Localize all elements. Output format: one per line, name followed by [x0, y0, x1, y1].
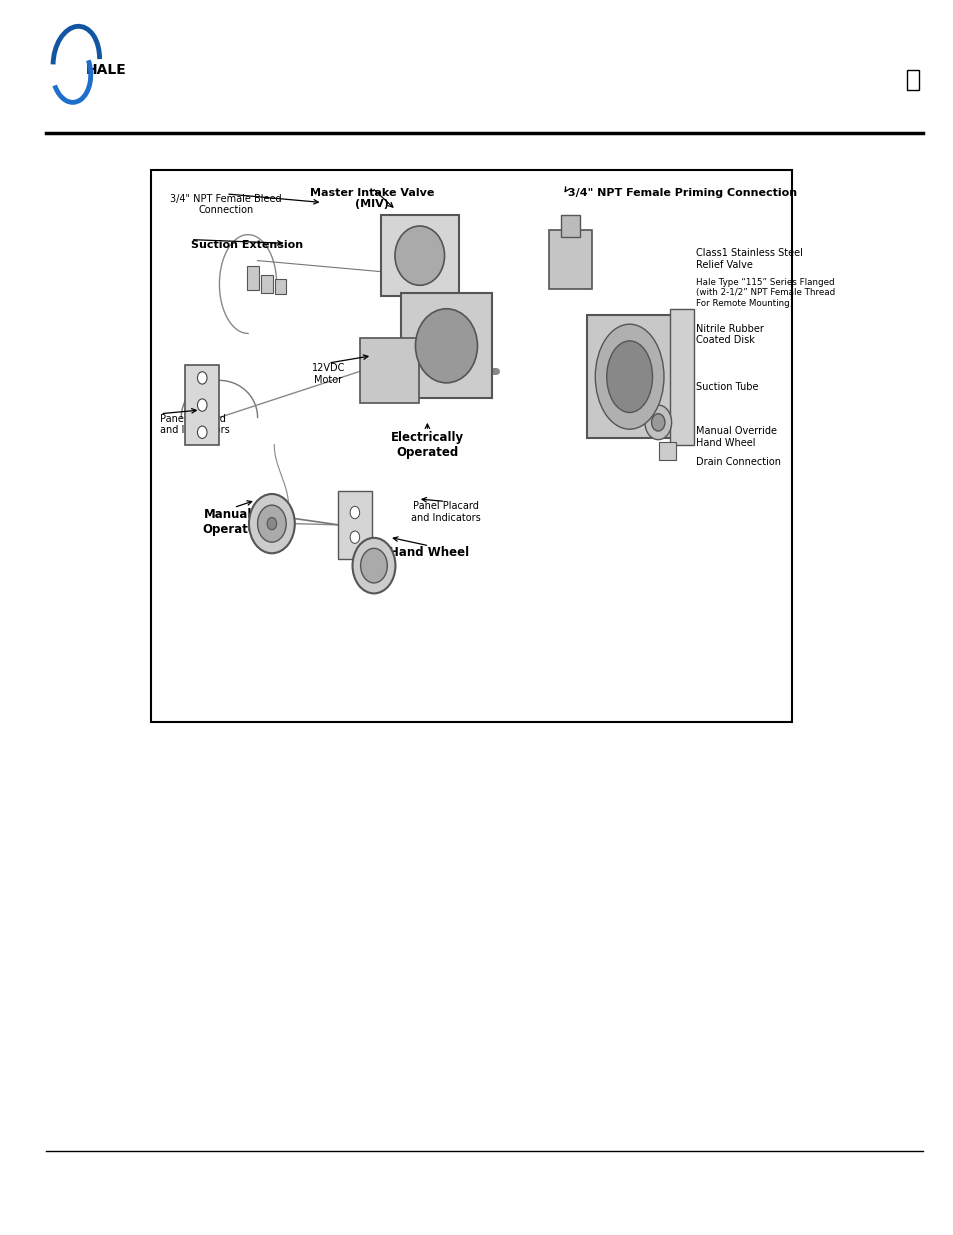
Text: Electrically
Operated: Electrically Operated [391, 431, 463, 459]
Circle shape [350, 506, 359, 519]
Text: Panel Placard
and Indicators: Panel Placard and Indicators [160, 414, 230, 435]
Circle shape [197, 372, 207, 384]
Bar [359, 338, 418, 403]
Bar [380, 215, 458, 296]
Text: Panel Placard
and Indicators: Panel Placard and Indicators [410, 501, 480, 522]
Ellipse shape [416, 309, 477, 383]
Ellipse shape [360, 548, 387, 583]
Ellipse shape [651, 414, 664, 431]
Text: 12VDC
Motor: 12VDC Motor [312, 363, 344, 384]
Bar [669, 309, 694, 445]
Text: Hand Wheel: Hand Wheel [389, 546, 469, 559]
Bar [261, 275, 273, 293]
Circle shape [350, 531, 359, 543]
Ellipse shape [644, 405, 671, 440]
Circle shape [197, 399, 207, 411]
Bar [549, 230, 591, 289]
Bar [185, 364, 219, 445]
Text: Master Intake Valve
(MIV): Master Intake Valve (MIV) [310, 188, 434, 209]
Text: Suction Extension: Suction Extension [191, 240, 303, 249]
Ellipse shape [267, 517, 276, 530]
Text: 3/4" NPT Female Priming Connection: 3/4" NPT Female Priming Connection [567, 188, 796, 198]
Bar [586, 315, 672, 438]
Text: Suction Tube: Suction Tube [696, 382, 759, 391]
Text: 3/4" NPT Female Bleed
Connection: 3/4" NPT Female Bleed Connection [170, 194, 282, 215]
Bar [274, 279, 286, 294]
Text: Drain Connection: Drain Connection [696, 457, 781, 467]
Bar [400, 294, 492, 398]
Bar [247, 266, 258, 290]
Text: Nitrile Rubber
Coated Disk: Nitrile Rubber Coated Disk [696, 324, 763, 345]
Text: Manually
Operated: Manually Operated [202, 508, 265, 536]
Text: Manual Override
Hand Wheel: Manual Override Hand Wheel [696, 426, 777, 447]
Text: Class1 Stainless Steel
Relief Valve: Class1 Stainless Steel Relief Valve [696, 248, 802, 269]
Text: HALE: HALE [86, 63, 127, 78]
Ellipse shape [606, 341, 652, 412]
Ellipse shape [353, 538, 395, 594]
Circle shape [197, 426, 207, 438]
Ellipse shape [257, 505, 286, 542]
Ellipse shape [395, 226, 444, 285]
Bar [906, 70, 918, 90]
Bar [659, 441, 676, 459]
Text: Hale Type “115” Series Flanged
(with 2-1/2” NPT Female Thread
For Remote Mountin: Hale Type “115” Series Flanged (with 2-1… [696, 278, 835, 308]
Ellipse shape [249, 494, 294, 553]
Bar [560, 215, 579, 237]
Bar [337, 490, 371, 558]
Ellipse shape [595, 325, 663, 430]
Bar [151, 170, 791, 722]
